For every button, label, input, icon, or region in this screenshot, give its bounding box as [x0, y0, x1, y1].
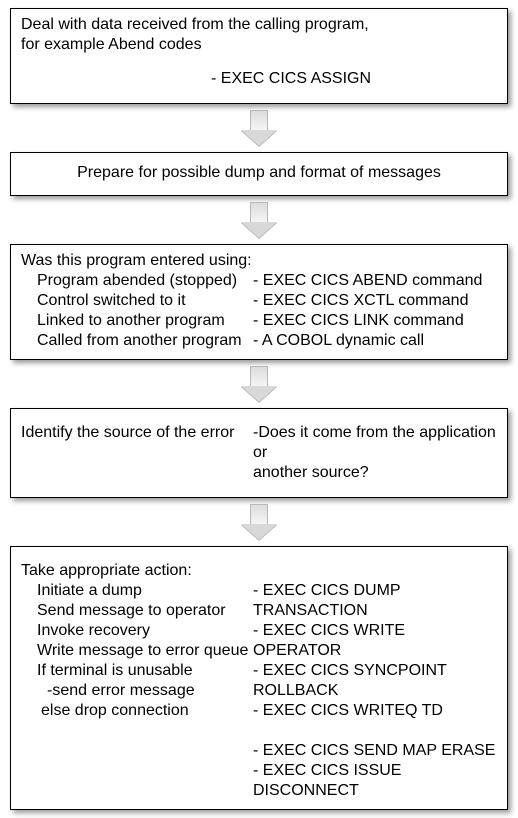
n3-left-0: Program abended (stopped)	[37, 271, 253, 291]
n5-right-6: - EXEC CICS ISSUE DISCONNECT	[253, 761, 497, 801]
n5-left-3: Write message to error queue	[21, 641, 253, 661]
n5-left-2: Invoke recovery	[21, 621, 253, 641]
n5-left-4: If terminal is unusable	[21, 661, 253, 681]
flowchart: Deal with data received from the calling…	[10, 8, 508, 810]
n1-command: - EXEC CICS ASSIGN	[21, 69, 497, 89]
n5-right-1: - EXEC CICS WRITE OPERATOR	[253, 621, 497, 661]
n3-right-0: - EXEC CICS ABEND command	[253, 271, 497, 291]
flow-node-3: Was this program entered using: Program …	[10, 244, 508, 360]
n5-header: Take appropriate action:	[21, 561, 497, 581]
flow-node-4: Identify the source of the error -Does i…	[10, 408, 508, 498]
n2-text: Prepare for possible dump and format of …	[77, 163, 441, 183]
arrow-2	[10, 202, 508, 238]
n3-header: Was this program entered using:	[21, 251, 497, 271]
n4-right-l1: -Does it come from the application or	[253, 423, 497, 463]
n4-left: Identify the source of the error	[21, 423, 253, 443]
n5-right-2: - EXEC CICS SYNCPOINT ROLLBACK	[253, 661, 497, 701]
n5-left-0: Initiate a dump	[21, 581, 253, 601]
n1-line2: for example Abend codes	[21, 35, 497, 55]
arrow-1	[10, 110, 508, 146]
n5-right-3: - EXEC CICS WRITEQ TD	[253, 701, 497, 721]
flow-node-1: Deal with data received from the calling…	[10, 8, 508, 104]
n3-right-2: - EXEC CICS LINK command	[253, 311, 497, 331]
n3-left-3: Called from another program	[37, 331, 253, 351]
n5-right-5: - EXEC CICS SEND MAP ERASE	[253, 741, 497, 761]
n5-left-6: else drop connection	[21, 701, 253, 721]
n4-right-l2: another source?	[253, 463, 497, 483]
n5-right-0: - EXEC CICS DUMP TRANSACTION	[253, 581, 497, 621]
n1-line1: Deal with data received from the calling…	[21, 15, 497, 35]
n3-right-3: - A COBOL dynamic call	[253, 331, 497, 351]
arrow-4	[10, 504, 508, 540]
arrow-3	[10, 366, 508, 402]
n5-left-5: -send error message	[21, 681, 253, 701]
n3-left-2: Linked to another program	[37, 311, 253, 331]
flow-node-5: Take appropriate action: Initiate a dump…	[10, 546, 508, 810]
n5-left-1: Send message to operator	[21, 601, 253, 621]
flow-node-2: Prepare for possible dump and format of …	[10, 152, 508, 196]
n3-right-1: - EXEC CICS XCTL command	[253, 291, 497, 311]
n5-right-4	[253, 721, 497, 741]
n3-left-1: Control switched to it	[37, 291, 253, 311]
